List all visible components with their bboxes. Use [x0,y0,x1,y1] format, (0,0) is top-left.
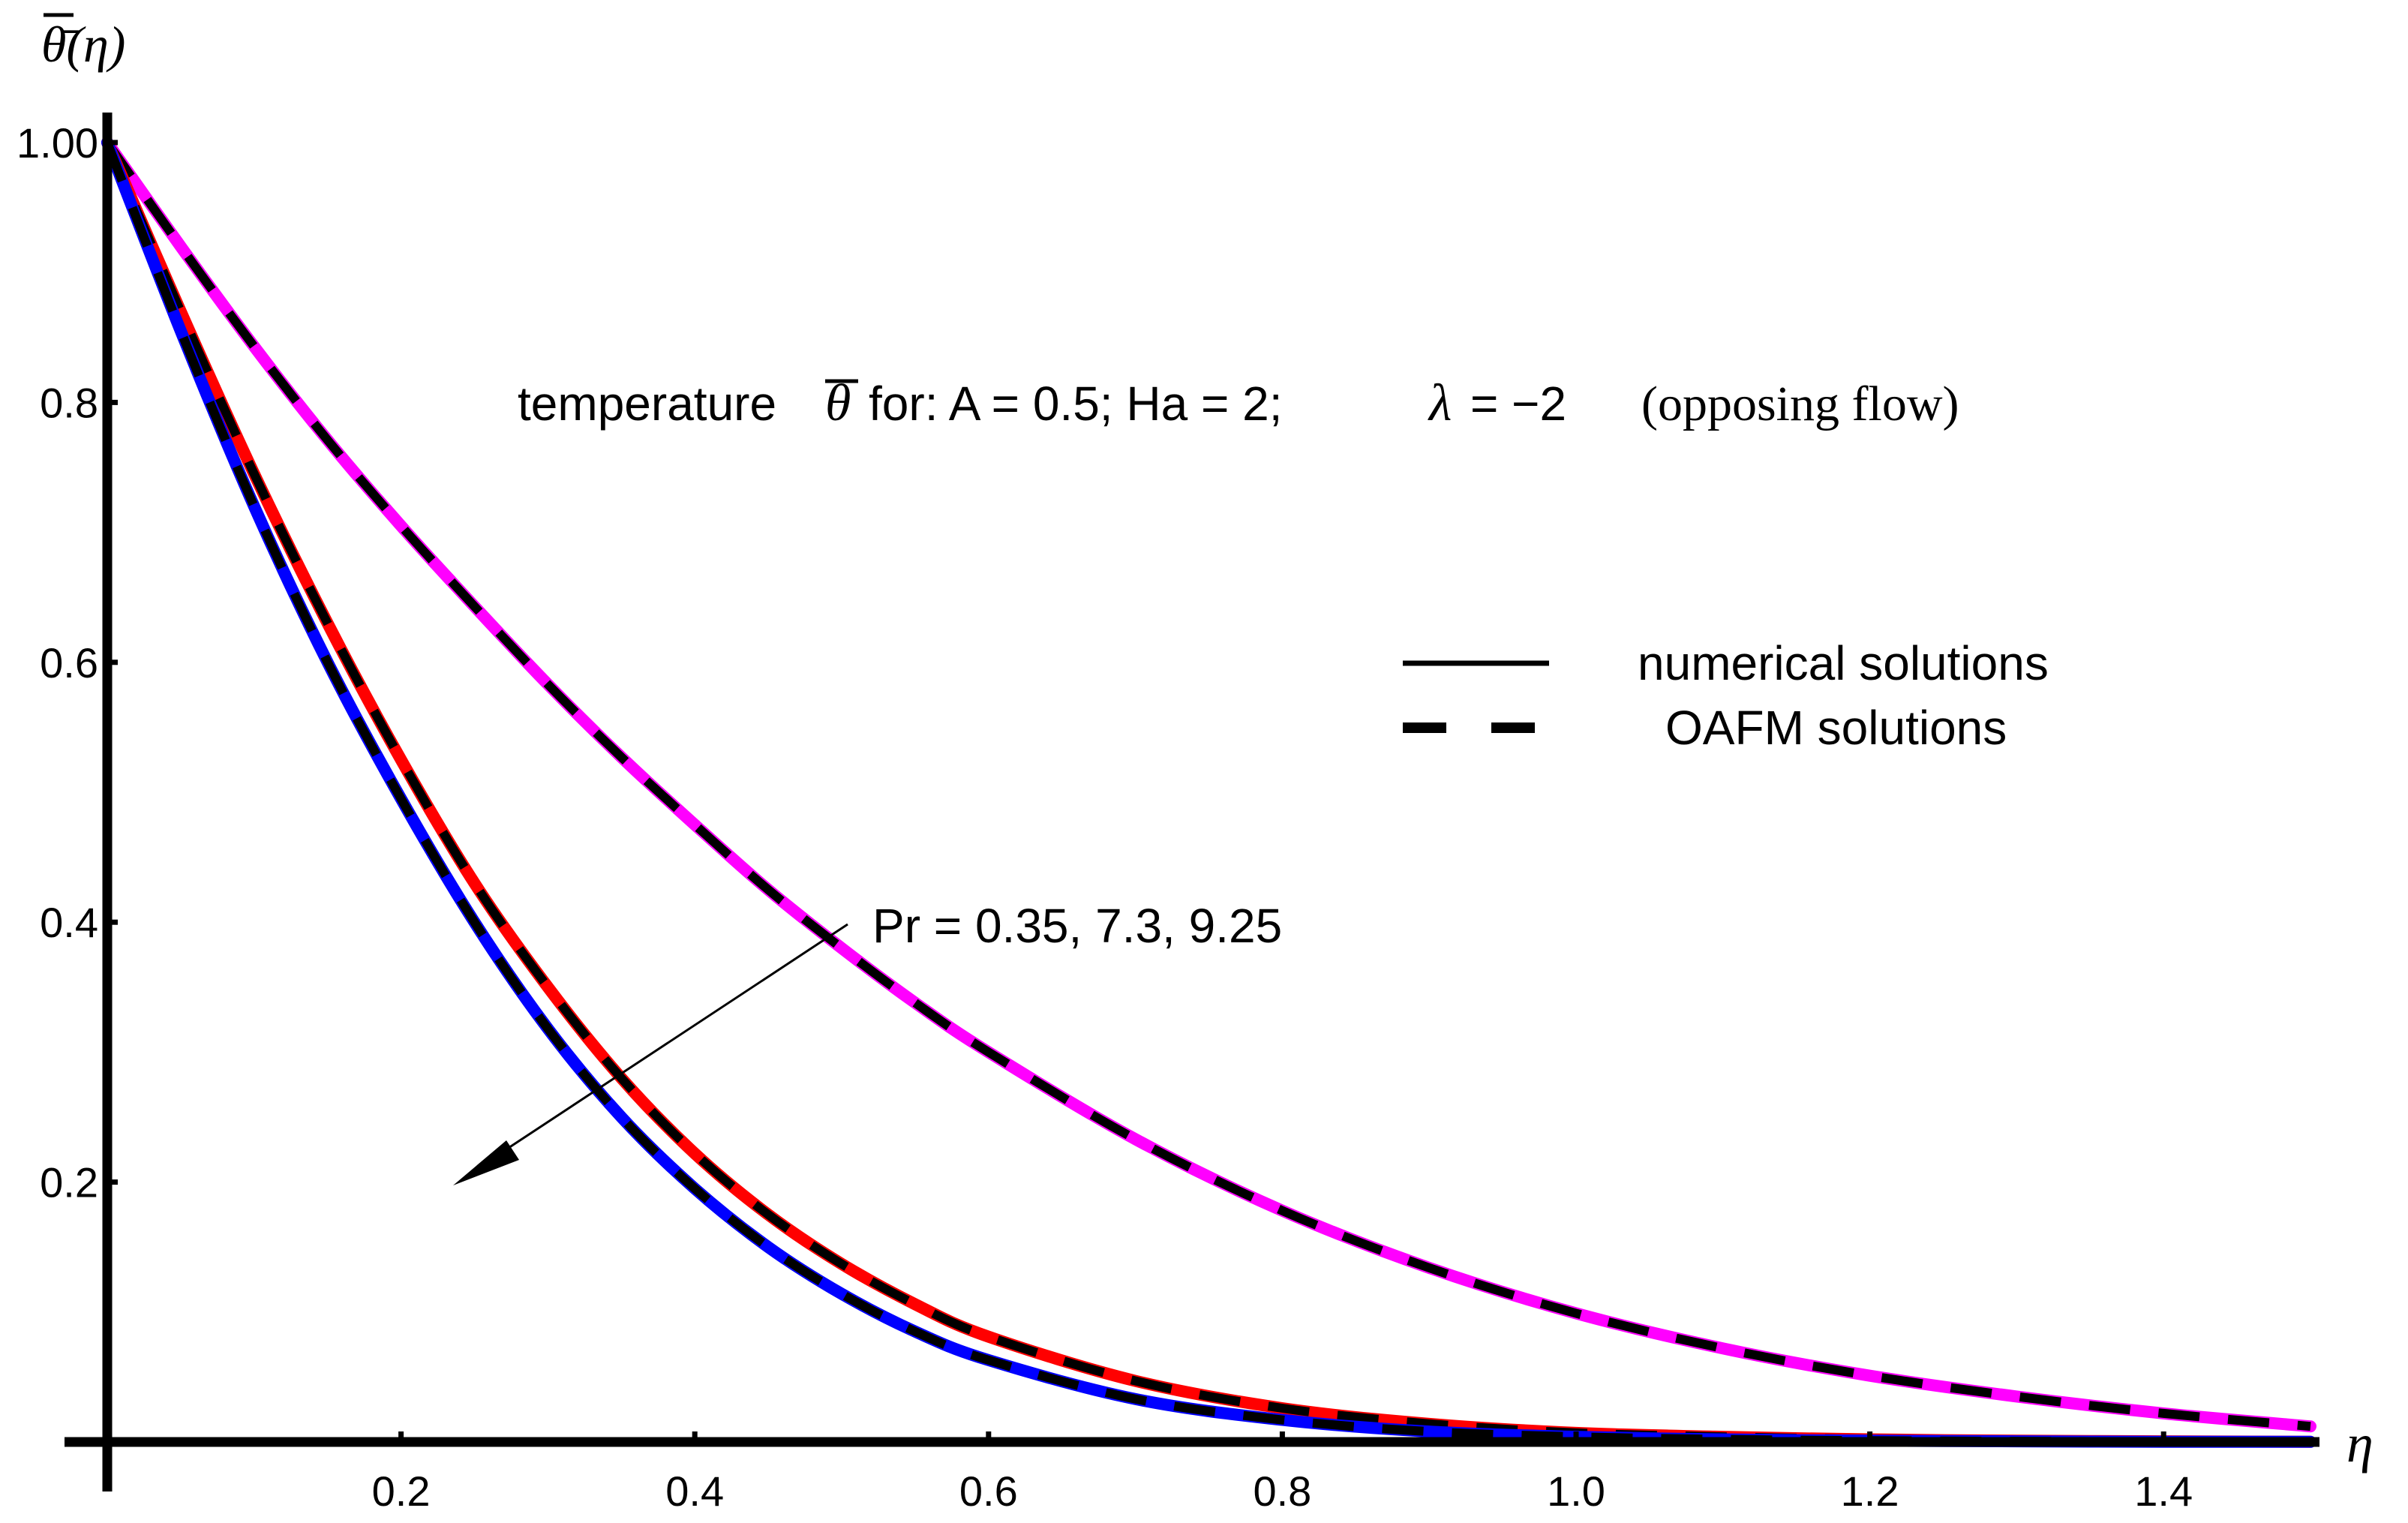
axes-layer [65,113,2319,1491]
x-tick-label: 1.2 [1841,1467,1899,1515]
x-tick-label: 0.8 [1253,1467,1311,1515]
title-theta: θ [825,374,851,432]
labels-layer: 0.2 0.4 0.6 0.8 1.0 1.2 1.4 0.2 0.4 0.6 0.8 1.00 [17,119,2193,1515]
pr-arrow-label: Pr = 0.35, 7.3, 9.25 [872,899,1282,953]
pr-arrowhead [453,1140,519,1185]
series-dashed-pr-0-35 [104,140,2311,1431]
y-tick-label: 0.2 [40,1159,98,1206]
legend: numerical solutions OAFM solutions [1403,636,2049,755]
series-line-pr-7-3 [101,137,2316,1448]
series-line-pr-0-35 [101,137,2316,1433]
pr-arrow-annotation: Pr = 0.35, 7.3, 9.25 [453,899,1282,1185]
x-tick-label: 0.6 [959,1467,1018,1515]
legend-numerical-label: numerical solutions [1638,636,2049,690]
y-tick-label: 0.4 [40,899,98,946]
legend-oafm-label: OAFM solutions [1665,701,2007,755]
y-tick-label: 0.6 [40,639,98,686]
y-axis-label: θ̄(η) [41,13,125,73]
title-suffix: = −2 [1470,377,1566,431]
pr-arrow-line [479,923,848,1168]
chart-title: temperature θ for: A = 0.5; Ha = 2; λ = … [518,374,1959,432]
series-line-pr-9-25 [101,137,2316,1448]
series-dashed-pr-7-3 [103,140,2311,1446]
title-prefix: temperature [518,377,776,431]
series-dashed-pr-9-25 [103,140,2311,1446]
x-tick-label: 1.4 [2134,1467,2193,1515]
chart-title-text: temperature θ for: A = 0.5; Ha = 2; λ = … [518,374,1959,432]
x-tick-label: 0.4 [665,1467,724,1515]
title-middle: for: A = 0.5; Ha = 2; [869,377,1282,431]
title-lambda: λ [1428,374,1452,432]
y-tick-label: 0.8 [40,379,98,426]
title-paren: (opposing flow) [1641,377,1959,431]
x-axis-label: η [2346,1413,2373,1473]
x-tick-label: 0.2 [372,1467,431,1515]
x-tick-label: 1.0 [1547,1467,1605,1515]
curves-layer [101,137,2316,1448]
y-tick-label: 1.00 [17,119,98,167]
y-axis-label-text: θ̄(η) [41,16,125,73]
